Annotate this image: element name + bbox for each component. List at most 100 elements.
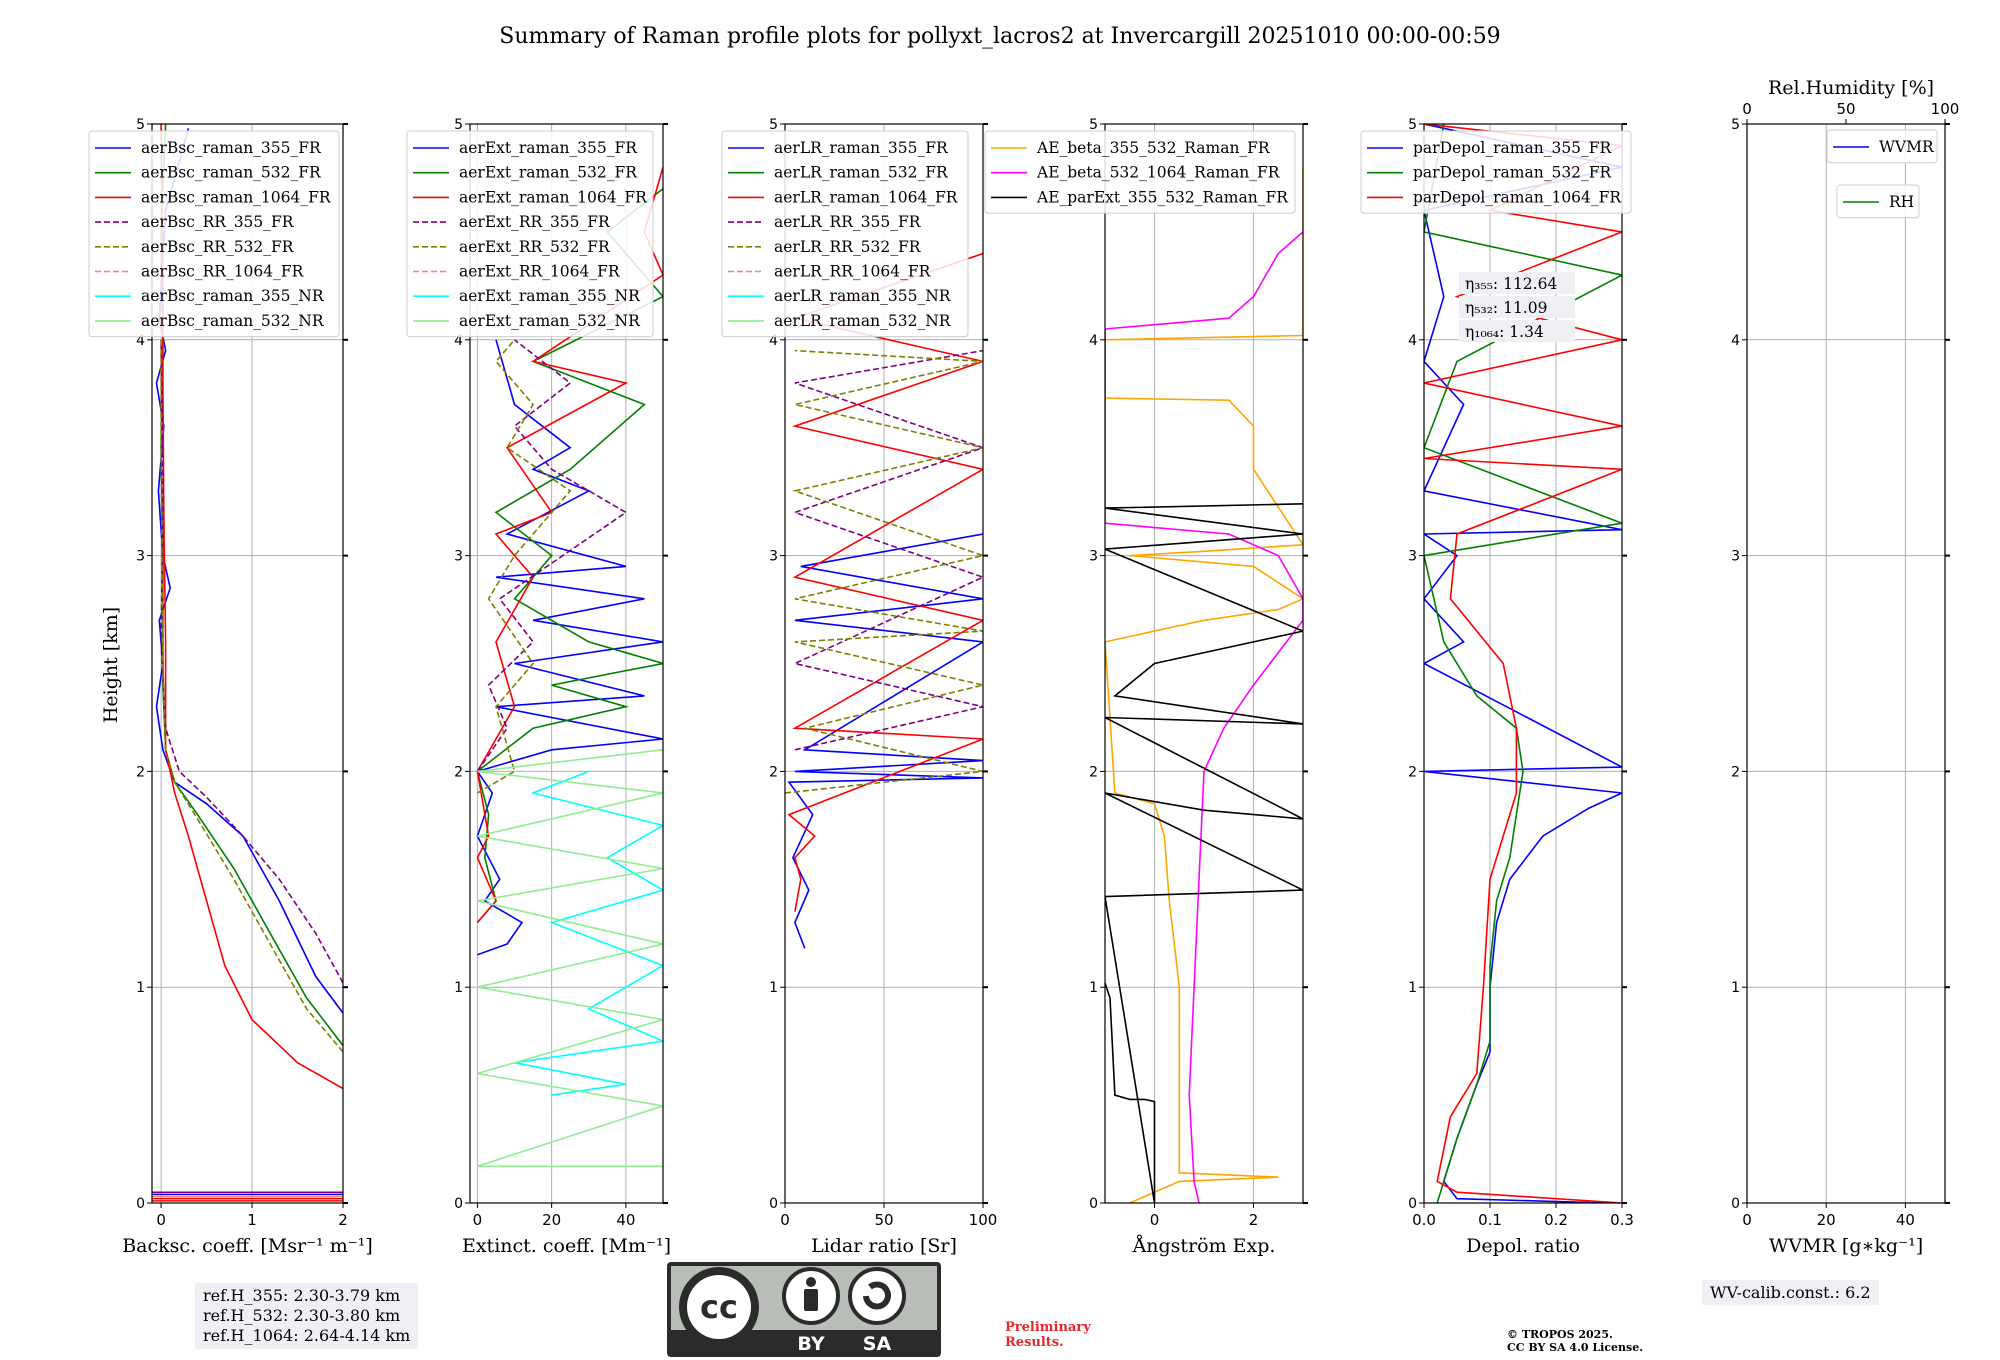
- series-line-AE_beta_355_532_Raman_FR: [1105, 167, 1303, 1203]
- y-tick-label: 0: [769, 1196, 778, 1212]
- preliminary-note: Preliminary Results.: [1005, 1320, 1091, 1350]
- series-line-AE_beta_532_1064_Raman_FR: [1105, 231, 1303, 1203]
- ref-height-532: ref.H_532: 2.30-3.80 km: [203, 1306, 401, 1325]
- y-tick-label: 0: [136, 1196, 145, 1212]
- x-axis-label: Extinct. coeff. [Mm⁻¹]: [462, 1235, 671, 1257]
- y-tick-label: 2: [1089, 764, 1098, 780]
- eta-annotation: η₁₀₆₄: 1.34: [1465, 323, 1544, 341]
- legend-entry: parDepol_raman_1064_FR: [1413, 188, 1622, 206]
- legend-entry: aerLR_raman_1064_FR: [774, 188, 959, 206]
- series-line-aerBsc_raman_1064_FR: [160, 124, 343, 1090]
- legend-entry: aerExt_raman_1064_FR: [459, 188, 648, 206]
- legend-entry: aerBsc_raman_1064_FR: [141, 188, 332, 206]
- x-tick-label: 0: [473, 1211, 483, 1229]
- top-tick-label: 50: [1836, 100, 1855, 118]
- x-tick-label: 2: [338, 1211, 348, 1229]
- y-tick-label: 0: [1089, 1196, 1098, 1212]
- x-tick-label: 50: [874, 1211, 893, 1229]
- legend-entry: AE_beta_355_532_Raman_FR: [1036, 139, 1271, 157]
- legend-entry: RH: [1889, 193, 1914, 211]
- legend-entry: aerBsc_RR_1064_FR: [141, 263, 305, 281]
- panel-ext: 0 1 2 3 4 5 0 20 40 Extinct. coeff. [Mm⁻¹] aerExt_…: [406, 117, 671, 1257]
- x-tick-label: 0: [780, 1211, 790, 1229]
- y-tick-label: 1: [1731, 980, 1740, 996]
- series-line-aerBsc_raman_355_FR: [155, 128, 343, 1014]
- legend-entry: aerLR_RR_532_FR: [774, 238, 922, 256]
- series-group: [152, 124, 343, 1202]
- y-tick-label: 4: [1089, 333, 1098, 349]
- x-tick-label: 20: [542, 1211, 561, 1229]
- legend-entry: aerLR_raman_355_FR: [774, 139, 949, 157]
- cc-by-sa-logo: cc BY SA: [667, 1262, 941, 1357]
- y-tick-label: 3: [769, 549, 778, 565]
- legend-entry: aerLR_raman_355_NR: [774, 287, 952, 305]
- annotation-box: [1459, 272, 1575, 294]
- y-tick-label: 5: [1731, 117, 1740, 133]
- legend-entry: parDepol_raman_532_FR: [1413, 164, 1613, 182]
- legend: parDepol_raman_355_FR parDepol_raman_532_…: [1360, 130, 1632, 214]
- legend-entry: aerBsc_raman_355_NR: [141, 287, 325, 305]
- x-tick-label: 20: [1817, 1211, 1836, 1229]
- legend-entry: aerExt_raman_532_NR: [459, 312, 641, 330]
- copyright-line1: © TROPOS 2025.: [1507, 1328, 1613, 1341]
- annotation-box: [1459, 296, 1575, 318]
- legend: WVMR: [1826, 129, 1938, 164]
- legend-box: [721, 130, 969, 338]
- top-tick-label: 0: [1742, 100, 1752, 118]
- eta-annotation: η₅₃₂: 11.09: [1465, 299, 1547, 317]
- x-axis-label: Lidar ratio [Sr]: [811, 1235, 957, 1257]
- legend-entry: AE_parExt_355_532_Raman_FR: [1036, 188, 1289, 206]
- x-tick-label: 40: [1896, 1211, 1915, 1229]
- legend-box: [1826, 129, 1938, 164]
- y-tick-label: 5: [769, 117, 778, 133]
- x-tick-label: 0.0: [1412, 1211, 1436, 1229]
- legend: aerExt_raman_355_FR aerExt_raman_532_FRae…: [406, 130, 654, 338]
- legend-box: [406, 130, 654, 338]
- legend-box: [88, 130, 340, 338]
- series-line-aerExt_RR_532_FR: [476, 339, 572, 794]
- series-group: [1424, 124, 1622, 1203]
- series-line-aerExt_RR_355_FR: [476, 339, 628, 772]
- top-axis-label: Rel.Humidity [%]: [1768, 77, 1934, 99]
- legend-entry: WVMR: [1879, 138, 1935, 156]
- y-axis-label: Height [km]: [100, 607, 122, 723]
- legend: aerBsc_raman_355_FR aerBsc_raman_532_FRae…: [88, 130, 340, 338]
- legend-entry: aerExt_RR_355_FR: [459, 213, 611, 231]
- series-group: [785, 252, 983, 949]
- x-tick-label: 0.3: [1610, 1211, 1634, 1229]
- legend-entry: aerLR_RR_355_FR: [774, 213, 922, 231]
- x-tick-label: 1: [247, 1211, 257, 1229]
- panel-depol: 0 1 2 3 4 5 0.0 0.1 0.2 0.3 Depol. ratio parDepol_r…: [1360, 117, 1634, 1257]
- y-tick-label: 0: [454, 1196, 463, 1212]
- y-tick-label: 3: [136, 549, 145, 565]
- y-tick-label: 2: [1731, 764, 1740, 780]
- legend: aerLR_raman_355_FR aerLR_raman_532_FR aerL…: [721, 130, 969, 338]
- legend-entry: aerBsc_RR_532_FR: [141, 238, 295, 256]
- preliminary-line2: Results.: [1005, 1335, 1064, 1350]
- legend-entry: aerExt_raman_532_FR: [459, 164, 638, 182]
- wv-calib-box: WV-calib.const.: 6.2: [1702, 1280, 1879, 1305]
- ref-height-355: ref.H_355: 2.30-3.79 km: [203, 1286, 401, 1305]
- y-tick-label: 5: [454, 117, 463, 133]
- y-tick-label: 0: [1731, 1196, 1740, 1212]
- legend-entry: aerExt_RR_532_FR: [459, 238, 611, 256]
- series-line-parDepol_raman_1064_FR: [1424, 124, 1622, 1203]
- x-tick-label: 100: [969, 1211, 998, 1229]
- y-tick-label: 2: [136, 764, 145, 780]
- series-line-aerLR_RR_355_FR: [792, 349, 983, 751]
- legend-entry: aerExt_raman_355_NR: [459, 287, 641, 305]
- eta-annotation: η₃₅₅: 112.64: [1465, 275, 1557, 293]
- y-tick-label: 3: [1089, 549, 1098, 565]
- y-tick-label: 4: [769, 333, 778, 349]
- series-line-aerBsc_RR_532_FR: [160, 339, 343, 1053]
- y-tick-label: 0: [1408, 1196, 1417, 1212]
- x-tick-label: 2: [1249, 1211, 1259, 1229]
- legend-entry: aerLR_RR_1064_FR: [774, 263, 932, 281]
- x-tick-label: 40: [616, 1211, 635, 1229]
- y-tick-label: 3: [1731, 549, 1740, 565]
- y-tick-label: 1: [454, 980, 463, 996]
- series-line-aerLR_raman_355_FR: [787, 533, 983, 949]
